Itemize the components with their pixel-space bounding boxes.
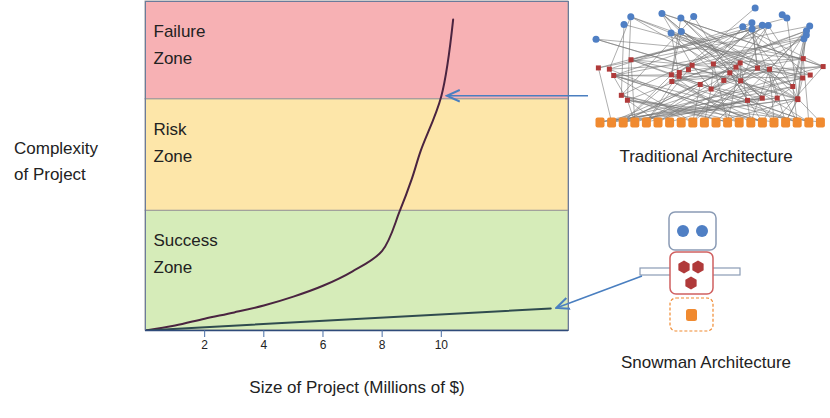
svg-text:8: 8 xyxy=(379,338,386,352)
svg-text:6: 6 xyxy=(320,338,327,352)
svg-text:FailureZone: FailureZone xyxy=(154,22,206,68)
html-text:Complexity of Project: Complexity of Project xyxy=(14,139,99,184)
svg-text:10: 10 xyxy=(435,338,449,352)
svg-text:Traditional Architecture: Traditional Architecture xyxy=(619,147,792,166)
svg-text:Snowman Architecture: Snowman Architecture xyxy=(621,353,791,372)
svg-text:4: 4 xyxy=(260,338,267,352)
svg-text:SuccessZone: SuccessZone xyxy=(154,231,218,277)
svg-text:2: 2 xyxy=(201,338,208,352)
svg-text:Size of Project (Millions of $: Size of Project (Millions of $) xyxy=(249,378,464,397)
svg-text:RiskZone: RiskZone xyxy=(154,120,193,166)
